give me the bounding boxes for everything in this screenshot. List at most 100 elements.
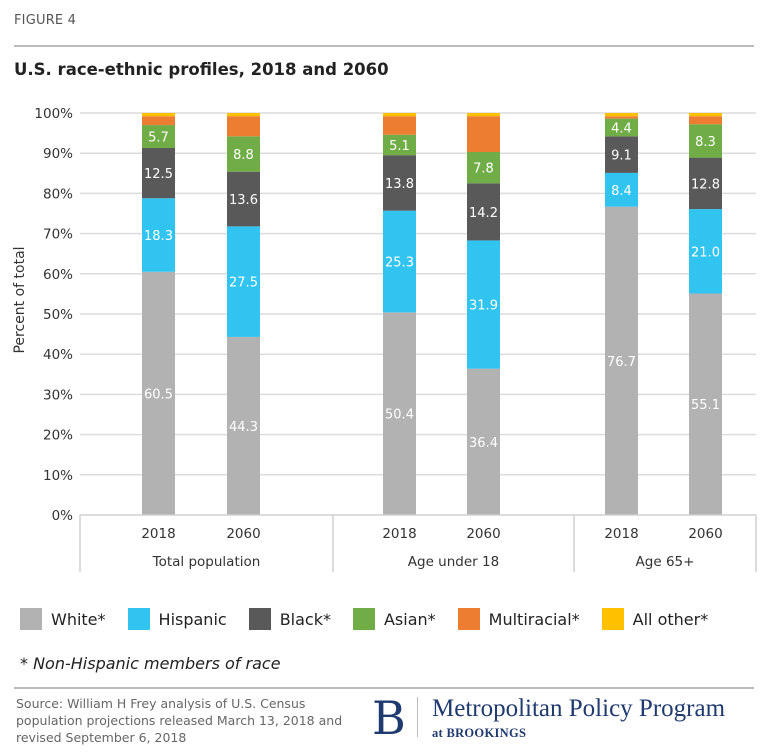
legend-item-black: Black*: [248, 608, 331, 630]
y-tick-label: 80%: [43, 186, 73, 202]
legend-label-asian: Asian*: [383, 609, 436, 629]
x-tick-label: 2018: [604, 526, 638, 542]
bar-segment-multiracial: [689, 116, 722, 125]
group-label: Age under 18: [408, 554, 499, 570]
bar-segment-multiracial: [227, 116, 260, 137]
bar-segment-asian: [227, 136, 260, 172]
legend-label-multiracial: Multiracial*: [488, 609, 580, 629]
bar-segment-multiracial: [142, 116, 175, 126]
bar-segment-asian: [383, 134, 416, 156]
y-tick-label: 30%: [43, 387, 73, 403]
group-label: Age 65+: [636, 554, 695, 570]
bar-segment-black: [689, 157, 722, 210]
data-label-white: 60.5: [144, 387, 173, 402]
bar-segment-black: [605, 136, 638, 173]
data-label-hispanic: 31.9: [469, 299, 498, 314]
y-tick-label: 100%: [34, 106, 73, 122]
y-tick-label: 60%: [43, 267, 73, 283]
bar-segment-asian: [467, 151, 500, 184]
bar-segment-all_other: [605, 113, 638, 117]
data-label-black: 14.2: [469, 206, 498, 221]
legend-item-asian: Asian*: [352, 608, 436, 630]
footnote: * Non-Hispanic members of race: [20, 654, 281, 673]
legend-swatch-black: [248, 608, 271, 630]
data-label-white: 55.1: [691, 398, 720, 413]
data-label-black: 12.5: [144, 167, 173, 182]
bar-segment-black: [383, 155, 416, 211]
x-tick-label: 2018: [382, 526, 416, 542]
stacked-bar-chart: 0% 10% 20% 30% 40% 50% 60% 70% 80% 90% 100% Percent…: [12, 106, 757, 572]
y-tick-label: 70%: [43, 227, 73, 243]
program-name: Metropolitan Policy Program: [432, 695, 726, 722]
bar-segment-black: [227, 171, 260, 227]
y-tick-label: 40%: [43, 347, 73, 363]
legend-swatch-asian: [352, 608, 375, 630]
bar-segment-all_other: [142, 113, 175, 117]
bar-segment-white: [142, 271, 175, 515]
legend: White* Hispanic Black* Asian* Multiracia…: [20, 608, 730, 630]
bar-segment-black: [142, 147, 175, 199]
bar-segment-hispanic: [689, 209, 722, 294]
legend-item-hispanic: Hispanic: [127, 608, 227, 630]
bar-segment-multiracial: [605, 116, 638, 119]
legend-item-all-other: All other*: [601, 608, 709, 630]
bar-segment-all_other: [689, 113, 722, 117]
data-label-white: 44.3: [229, 420, 258, 435]
group-label: Total population: [152, 554, 261, 570]
bar-segment-asian: [605, 118, 638, 137]
bar-segment-white: [689, 293, 722, 515]
bar-segment-hispanic: [383, 210, 416, 313]
data-label-asian: 4.4: [611, 121, 632, 136]
source-note: Source: William H Frey analysis of U.S. …: [16, 696, 343, 745]
bar-segment-asian: [142, 125, 175, 148]
x-tick-label: 2060: [466, 526, 500, 542]
data-label-hispanic: 8.4: [611, 184, 632, 199]
data-label-asian: 8.3: [695, 135, 716, 150]
data-label-black: 13.6: [229, 193, 258, 208]
bottom-rule: [14, 687, 754, 689]
bar-segment-hispanic: [605, 172, 638, 207]
data-label-white: 50.4: [385, 408, 414, 423]
data-label-asian: 8.8: [233, 148, 254, 163]
legend-label-hispanic: Hispanic: [158, 609, 227, 629]
x-tick-label: 2018: [141, 526, 175, 542]
data-label-hispanic: 18.3: [144, 229, 173, 244]
bar-segment-multiracial: [467, 116, 500, 152]
brookings-logo-mark: B: [372, 691, 406, 745]
data-label-black: 12.8: [691, 177, 720, 192]
bar-segment-hispanic: [467, 240, 500, 369]
data-label-white: 36.4: [469, 436, 498, 451]
legend-item-white: White*: [20, 608, 106, 630]
y-tick-label: 20%: [43, 428, 73, 444]
bar-segment-all_other: [227, 113, 260, 117]
bar-segment-hispanic: [227, 226, 260, 337]
data-label-asian: 5.7: [148, 131, 169, 146]
bar-segment-white: [605, 206, 638, 515]
bar-segment-hispanic: [142, 198, 175, 272]
legend-swatch-multiracial: [457, 608, 480, 630]
y-tick-label: 10%: [43, 468, 73, 484]
data-label-white: 76.7: [607, 355, 636, 370]
bar-segment-black: [467, 183, 500, 241]
bar-segment-white: [227, 336, 260, 515]
y-tick-label: 50%: [43, 307, 73, 323]
data-label-asian: 7.8: [473, 162, 494, 177]
chart-title: U.S. race-ethnic profiles, 2018 and 2060: [14, 60, 389, 79]
x-tick-label: 2060: [688, 526, 722, 542]
legend-label-white: White*: [51, 609, 106, 629]
y-tick-label: 90%: [43, 146, 73, 162]
legend-item-multiracial: Multiracial*: [457, 608, 580, 630]
legend-swatch-white: [20, 608, 42, 630]
data-label-asian: 5.1: [389, 139, 410, 154]
y-axis-label: Percent of total: [12, 246, 28, 353]
program-affiliation: at BROOKINGS: [432, 726, 527, 740]
bar-segment-multiracial: [383, 116, 416, 135]
data-label-black: 9.1: [611, 149, 632, 164]
x-tick-label: 2060: [226, 526, 260, 542]
bar-segment-asian: [689, 124, 722, 158]
bar-segment-all_other: [467, 113, 500, 117]
legend-label-all-other: All other*: [632, 609, 709, 629]
y-tick-label: 0%: [52, 508, 74, 524]
data-label-hispanic: 21.0: [691, 245, 720, 260]
bar-segment-white: [467, 368, 500, 515]
